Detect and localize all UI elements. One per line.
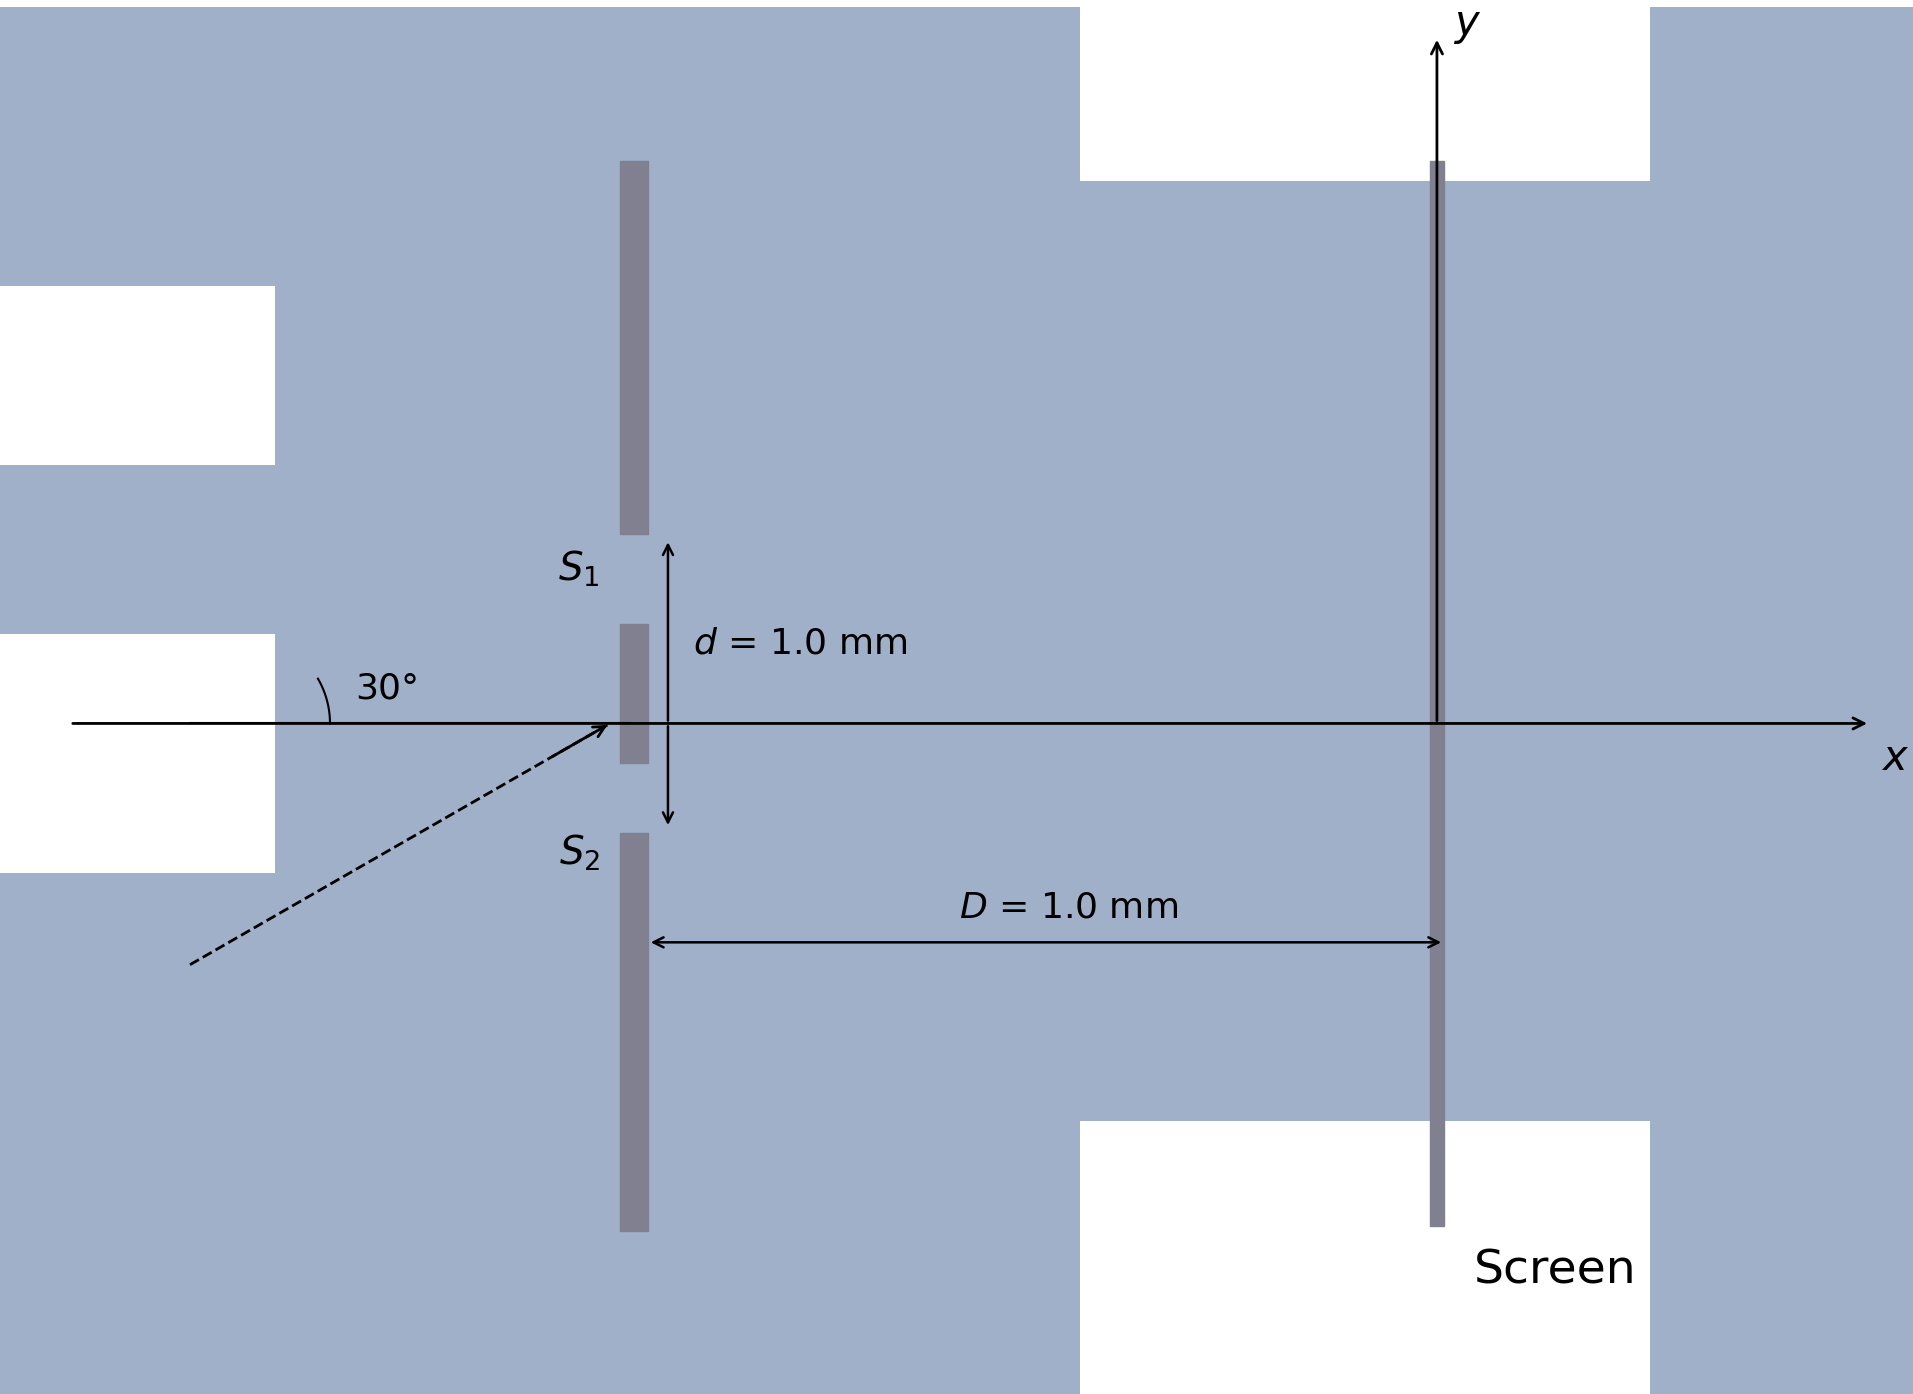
Polygon shape [0, 7, 1913, 1394]
Text: Screen: Screen [1473, 1248, 1636, 1294]
Bar [620, 162, 649, 534]
Text: $x$: $x$ [1880, 737, 1909, 779]
Bar [620, 625, 649, 764]
Text: $D$ = 1.0 mm: $D$ = 1.0 mm [958, 891, 1178, 924]
Text: $d$ = 1.0 mm: $d$ = 1.0 mm [693, 627, 907, 661]
Text: $S_1$: $S_1$ [559, 549, 601, 590]
Text: 30°: 30° [356, 672, 419, 705]
Text: $y$: $y$ [1452, 4, 1481, 46]
Bar [620, 832, 649, 1231]
Bar [1429, 162, 1444, 1225]
Text: $S_2$: $S_2$ [559, 832, 601, 873]
